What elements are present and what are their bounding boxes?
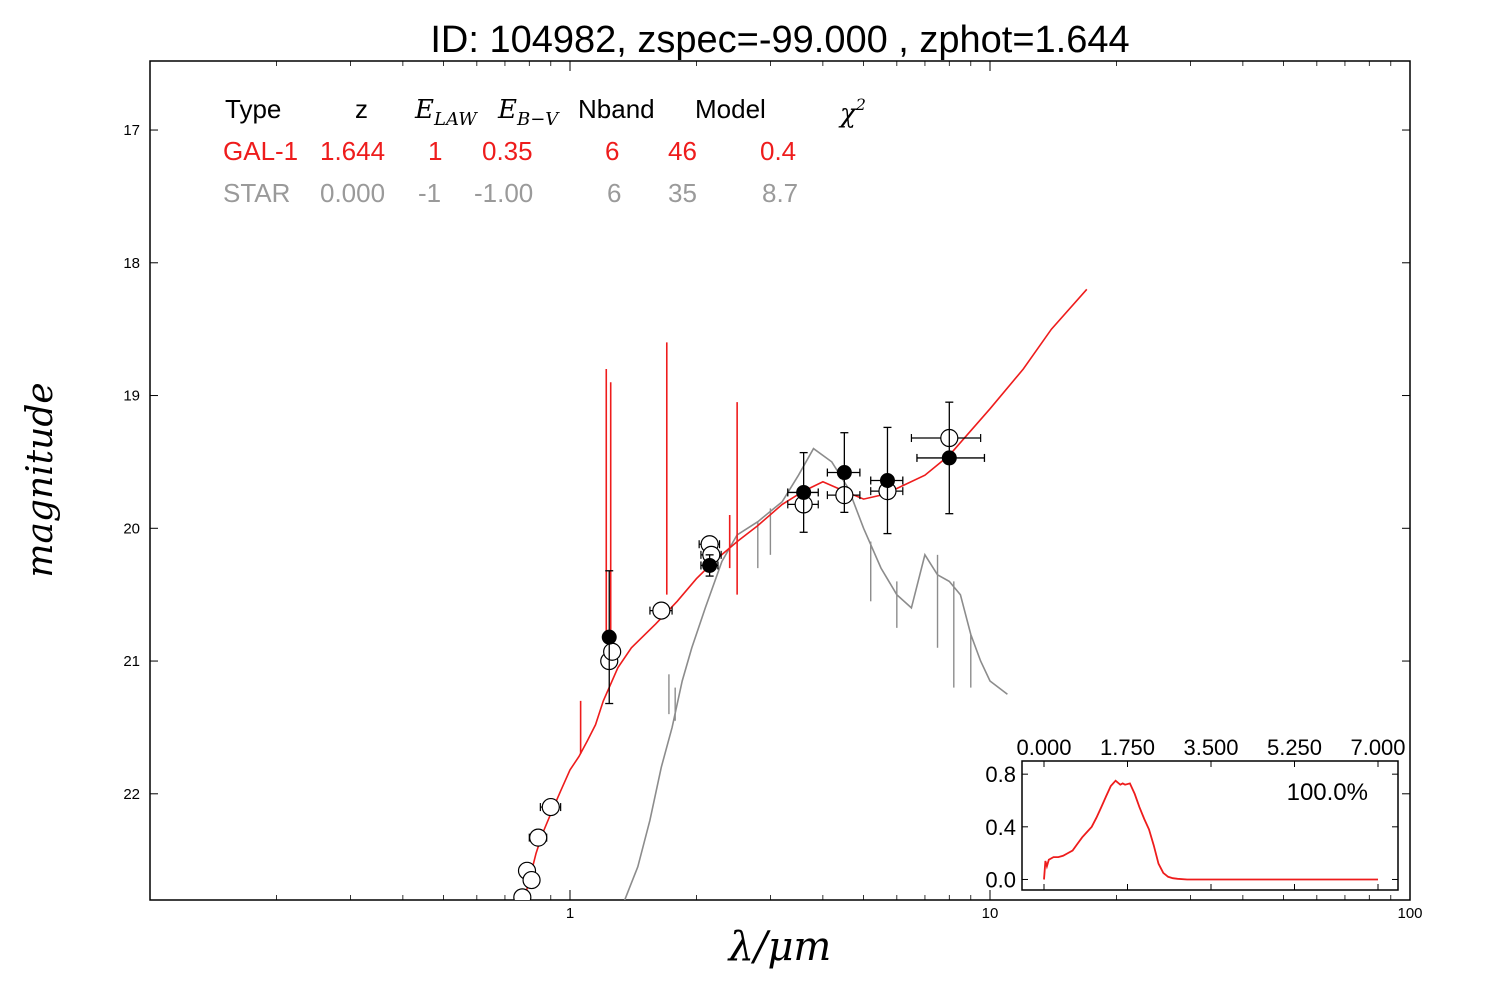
legend-row-galaxy: GAL-1 1.644 1 0.35 6 46 0.4	[223, 136, 796, 166]
legend-header-type: Type	[225, 94, 281, 124]
legend-header-nband: Nband	[578, 94, 655, 124]
inset-annotation: 100.0%	[1287, 779, 1368, 806]
observed-magnitude-point	[601, 629, 617, 645]
inset-pdf-curve	[1043, 779, 1378, 881]
legend-cell-model: 35	[668, 178, 697, 208]
observed-magnitude-point	[879, 473, 895, 488]
inset-x-tick-label: 1.750	[1100, 735, 1155, 760]
inset-x-tick-label: 0.000	[1016, 735, 1071, 760]
legend-header-z: z	[355, 94, 368, 124]
fit-legend-table: Type z ELAW EB−V Nband Model χ2 GAL-1 1.…	[223, 94, 866, 208]
y-tick-label: 18	[123, 255, 140, 272]
legend-cell-elaw: 1	[428, 136, 442, 166]
observed-magnitude-point	[796, 484, 812, 500]
y-tick-label: 20	[123, 520, 140, 537]
model-magnitude-point	[541, 797, 560, 817]
inset-x-tick-label: 5.250	[1267, 735, 1322, 760]
model-magnitude-point	[522, 870, 541, 890]
y-tick-label: 21	[123, 653, 140, 670]
legend-header-elaw: ELAW	[414, 95, 478, 130]
inset-x-tick-label: 3.500	[1183, 735, 1238, 760]
model-magnitude-point	[652, 601, 671, 620]
legend-cell-elaw: -1	[418, 178, 441, 208]
legend-cell-ebv: 0.35	[482, 136, 533, 166]
model-magnitude-point	[513, 888, 532, 900]
main-plot-frame	[149, 60, 1411, 901]
chart-title: ID: 104982, zspec=-99.000 , zphot=1.644	[430, 19, 1129, 61]
y-axis-label: magnitude	[20, 382, 61, 577]
y-tick-label: 19	[123, 388, 140, 405]
main-axis-ticks: 17 18 19 20 21 22 1 10 100	[123, 61, 1423, 922]
legend-cell-z: 0.000	[320, 178, 385, 208]
x-axis-label: λ/μm	[727, 924, 832, 970]
inset-y-tick-label: 0.0	[985, 867, 1016, 892]
legend-cell-nband: 6	[605, 136, 619, 166]
photometry-points	[513, 401, 986, 900]
legend-cell-chi2: 8.7	[762, 178, 798, 208]
inset-x-tick-label: 7.000	[1350, 735, 1405, 760]
legend-header-ebv: EB−V	[497, 95, 560, 130]
legend-cell-type: STAR	[223, 178, 290, 208]
inset-background	[1021, 760, 1399, 891]
legend-cell-ebv: -1.00	[474, 178, 533, 208]
legend-header-chi2: χ2	[838, 95, 866, 129]
legend-cell-z: 1.644	[320, 136, 385, 166]
legend-cell-type: GAL-1	[223, 136, 298, 166]
legend-cell-nband: 6	[607, 178, 621, 208]
pdf-line	[1043, 779, 1378, 881]
x-tick-label: 100	[1397, 905, 1422, 922]
observed-magnitude-point	[941, 450, 957, 466]
x-tick-label: 1	[566, 905, 574, 922]
star-template-line	[623, 447, 1008, 900]
legend-cell-model: 46	[668, 136, 697, 166]
observed-magnitude-point	[836, 465, 852, 481]
x-tick-label: 10	[982, 905, 999, 922]
inset-y-tick-label: 0.4	[985, 815, 1016, 840]
observed-magnitude-point	[702, 557, 718, 573]
model-magnitude-point	[603, 642, 622, 661]
y-tick-label: 22	[123, 786, 140, 803]
legend-cell-chi2: 0.4	[760, 136, 796, 166]
legend-header-model: Model	[695, 94, 766, 124]
model-magnitude-point	[529, 828, 548, 847]
inset-axis-ticks: 0.000 1.750 3.500 5.250 7.000 0.0 0.4 0.8	[985, 735, 1405, 892]
y-tick-label: 17	[123, 122, 140, 139]
legend-row-star: STAR 0.000 -1 -1.00 6 35 8.7	[223, 178, 798, 208]
inset-y-tick-label: 0.8	[985, 762, 1016, 787]
